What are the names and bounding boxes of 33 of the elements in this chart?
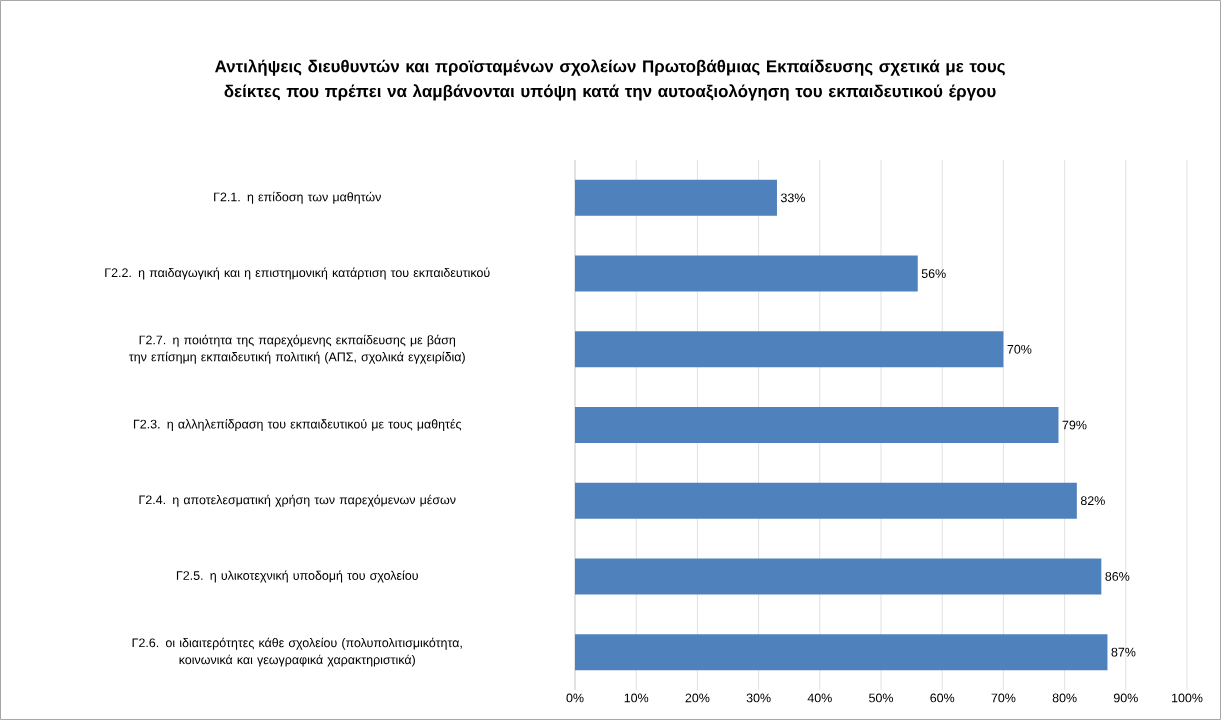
x-tick-label: 60% bbox=[930, 693, 955, 703]
x-tick-label: 10% bbox=[624, 693, 649, 703]
bar bbox=[575, 331, 1004, 368]
x-tick-label: 20% bbox=[685, 693, 710, 703]
data-label: 82% bbox=[1080, 496, 1105, 506]
data-label: 79% bbox=[1062, 420, 1087, 430]
x-tick-label: 80% bbox=[1052, 693, 1077, 703]
y-tick-label: Γ2.1. η επίδοση των μαθητών bbox=[214, 191, 381, 204]
x-tick-label: 40% bbox=[807, 693, 832, 703]
data-label: 56% bbox=[921, 269, 946, 278]
y-tick-label: Γ2.5. η υλικοτεχνική υποδομή του σχολείου bbox=[176, 570, 418, 583]
x-tick-label: 70% bbox=[991, 693, 1016, 703]
data-label: 33% bbox=[780, 193, 805, 203]
bar bbox=[575, 179, 777, 216]
bar bbox=[575, 406, 1059, 443]
x-tick-label: 90% bbox=[1113, 693, 1138, 703]
x-tick-label: 30% bbox=[746, 693, 771, 703]
bar bbox=[575, 482, 1077, 519]
x-tick-label: 50% bbox=[869, 693, 894, 703]
bar bbox=[575, 255, 918, 292]
chart-title: Αντιλήψεις διευθυντών και προϊσταμένων σχολείων Πρωτοβάθμιας Εκπαίδευσης σχετικά με τους δείκτες που πρέπει να λαμβάνονται υπόψη κατά την αυτοαξιολόγηση του εκπαιδευτικού έργου bbox=[215, 59, 1005, 101]
y-tick-label: Γ2.4. η αποτελεσματική χρήση των παρεχόμενων μέσων bbox=[139, 494, 456, 507]
y-tick-label: Γ2.6. οι ιδιαιτερότητες κάθε σχολείου (πολυπολιτισμικότητα, κοινωνικά και γεωγραφικά χαρακτηριστικά) bbox=[132, 637, 462, 667]
y-tick-label: Γ2.3. η αλληλεπίδραση του εκπαιδευτικού με τους μαθητές bbox=[133, 419, 462, 431]
bar bbox=[575, 634, 1108, 671]
bar bbox=[575, 558, 1102, 595]
y-tick-label: Γ2.7. η ποιότητα της παρεχόμενης εκπαίδευσης με βάση την επίσημη εκπαιδευτική πολιτική (ΑΠΣ, σχολικά εγχειρίδια) bbox=[129, 334, 465, 364]
y-tick-label: Γ2.2. η παιδαγωγική και η επιστημονική κατάρτιση του εκπαιδευτικού bbox=[105, 267, 490, 280]
data-label: 86% bbox=[1105, 572, 1130, 581]
x-tick-label: 100% bbox=[1172, 693, 1203, 703]
data-label: 70% bbox=[1007, 344, 1032, 354]
x-tick-label: 0% bbox=[566, 693, 584, 703]
data-label: 87% bbox=[1111, 647, 1136, 657]
